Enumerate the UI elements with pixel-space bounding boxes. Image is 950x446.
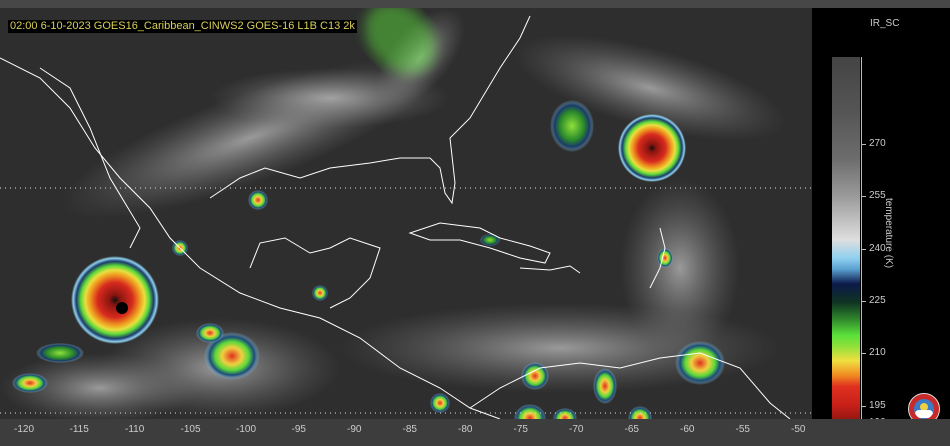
satellite-imagery [0,8,812,419]
colorbar-label: temperature (K) [883,198,894,269]
longitude-label: -55 [735,424,750,435]
colorbar-tick-label: 195 [869,399,886,411]
colorbar-tick [861,301,866,302]
satellite-map[interactable]: 02:00 6-10-2023 GOES16_Caribbean_CINWS2 … [0,8,812,419]
colorbar-panel: IR_SC 270255240225210195190 temperature … [812,8,950,428]
pacific-hurricane [71,256,159,344]
longitude-label: -65 [624,424,639,435]
longitude-label: -75 [513,424,528,435]
colorbar-tick-label: 210 [869,347,886,359]
longitude-gridline [0,187,812,414]
colorbar-tick [861,248,866,250]
atlantic-storm [618,114,686,182]
hurricane-eye [116,302,128,314]
longitude-label: -95 [291,424,306,435]
longitude-label: -90 [347,424,362,435]
bottom-strip [0,419,950,446]
top-strip [0,0,950,8]
colorbar-tick [861,353,866,355]
colorbar-tick-label: 255 [869,190,886,202]
colorbar-tick-label: 240 [869,242,886,254]
colorbar-tick-label: 270 [869,138,886,150]
longitude-label: -50 [791,424,806,435]
image-title: 02:00 6-10-2023 GOES16_Caribbean_CINWS2 … [8,20,357,33]
longitude-label: -100 [236,424,257,435]
longitude-label: -115 [69,424,89,435]
longitude-label: -85 [402,424,417,435]
colorbar-tick [861,196,866,198]
colorbar-axis [861,57,862,423]
colorbar-tick [861,144,866,146]
longitude-label: -60 [680,424,695,435]
longitude-label: -110 [125,424,145,435]
longitude-label: -70 [569,424,584,435]
coastlines [0,15,791,419]
longitude-label: -105 [180,424,201,435]
colorbar [832,57,860,423]
colorbar-title: IR_SC [870,18,900,29]
longitude-label: -120 [14,424,35,435]
colorbar-tick-label: 225 [869,295,886,306]
cloud-cover [0,8,786,419]
colorbar-tick [861,405,866,407]
longitude-label: -80 [458,424,473,435]
